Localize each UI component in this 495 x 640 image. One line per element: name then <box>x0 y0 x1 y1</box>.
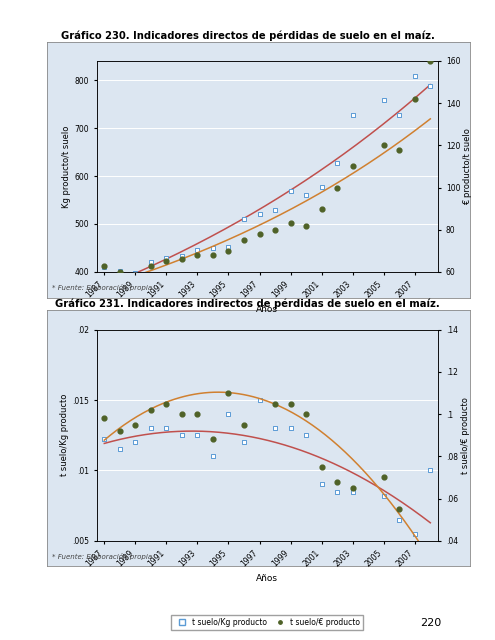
Point <box>426 81 434 91</box>
Point <box>194 245 201 255</box>
Point <box>178 409 186 419</box>
Y-axis label: t suelo/€ producto: t suelo/€ producto <box>461 397 470 474</box>
Point <box>318 204 326 214</box>
Point <box>426 465 434 476</box>
Point <box>271 398 279 408</box>
Point <box>255 395 263 405</box>
Point <box>302 220 310 230</box>
Point <box>116 267 124 277</box>
Point <box>194 409 201 419</box>
Text: 220: 220 <box>420 618 441 628</box>
Point <box>240 235 248 245</box>
Point <box>225 388 233 398</box>
Point <box>162 256 170 266</box>
Point <box>255 229 263 239</box>
Point <box>333 157 341 168</box>
Point <box>209 243 217 253</box>
Point <box>411 93 419 104</box>
Text: * Fuente: Elaboración propia: * Fuente: Elaboración propia <box>52 553 152 560</box>
Point <box>147 257 155 268</box>
Point <box>396 504 403 514</box>
Legend: t suelo/Kg producto, t suelo/€ producto: t suelo/Kg producto, t suelo/€ producto <box>171 615 363 630</box>
Point <box>318 181 326 191</box>
Text: Gráfico 231. Indicadores indirectos de pérdidas de suelo en el maíz.: Gráfico 231. Indicadores indirectos de p… <box>55 299 440 309</box>
Point <box>209 435 217 445</box>
Point <box>100 260 108 271</box>
Point <box>333 477 341 487</box>
Point <box>240 419 248 429</box>
Point <box>100 413 108 424</box>
Point <box>194 430 201 440</box>
Point <box>380 95 388 105</box>
Point <box>411 71 419 81</box>
Point <box>240 214 248 224</box>
Point <box>426 540 434 550</box>
Point <box>209 451 217 461</box>
X-axis label: Años: Años <box>256 574 278 583</box>
Y-axis label: € producto/t suelo: € producto/t suelo <box>463 128 472 205</box>
Point <box>240 437 248 447</box>
Point <box>396 515 403 525</box>
Text: * Fuente: Elaboración propia: * Fuente: Elaboración propia <box>52 284 152 291</box>
Point <box>271 423 279 433</box>
Point <box>318 479 326 490</box>
Point <box>287 398 295 408</box>
Point <box>147 423 155 433</box>
Point <box>302 409 310 419</box>
Y-axis label: Kg producto/t suelo: Kg producto/t suelo <box>62 125 71 207</box>
Point <box>333 182 341 193</box>
Point <box>116 426 124 436</box>
Point <box>380 140 388 150</box>
Point <box>287 423 295 433</box>
Point <box>287 218 295 228</box>
Point <box>100 262 108 272</box>
Point <box>255 229 263 239</box>
Point <box>271 225 279 235</box>
Point <box>349 109 357 120</box>
Point <box>131 268 139 278</box>
Point <box>225 246 233 256</box>
Point <box>380 472 388 483</box>
Legend: Kg producto/t suelo, € producto/t suelo: Kg producto/t suelo, € producto/t suelo <box>171 346 363 361</box>
Point <box>349 483 357 493</box>
Point <box>131 419 139 429</box>
Point <box>116 444 124 454</box>
Point <box>162 252 170 262</box>
X-axis label: Años: Años <box>256 305 278 314</box>
Point <box>162 398 170 408</box>
Point <box>302 190 310 200</box>
Point <box>287 186 295 196</box>
Point <box>116 266 124 276</box>
Point <box>380 491 388 501</box>
Point <box>147 260 155 271</box>
Point <box>255 209 263 220</box>
Point <box>100 435 108 445</box>
Y-axis label: t suelo/Kg producto: t suelo/Kg producto <box>60 394 69 476</box>
Point <box>225 409 233 419</box>
Point <box>131 437 139 447</box>
Point <box>194 250 201 260</box>
Text: Gráfico 230. Indicadores directos de pérdidas de suelo en el maíz.: Gráfico 230. Indicadores directos de pér… <box>60 31 435 41</box>
Point <box>333 486 341 497</box>
Point <box>396 145 403 155</box>
Point <box>349 161 357 172</box>
Point <box>131 271 139 282</box>
Point <box>178 251 186 261</box>
Point <box>147 404 155 415</box>
Point <box>349 486 357 497</box>
Point <box>302 430 310 440</box>
Point <box>162 423 170 433</box>
Point <box>225 242 233 252</box>
Point <box>209 250 217 260</box>
Point <box>178 430 186 440</box>
Point <box>396 109 403 120</box>
Point <box>426 56 434 66</box>
Point <box>178 254 186 264</box>
Point <box>411 529 419 539</box>
Point <box>318 461 326 472</box>
Point <box>271 204 279 214</box>
Point <box>411 540 419 550</box>
